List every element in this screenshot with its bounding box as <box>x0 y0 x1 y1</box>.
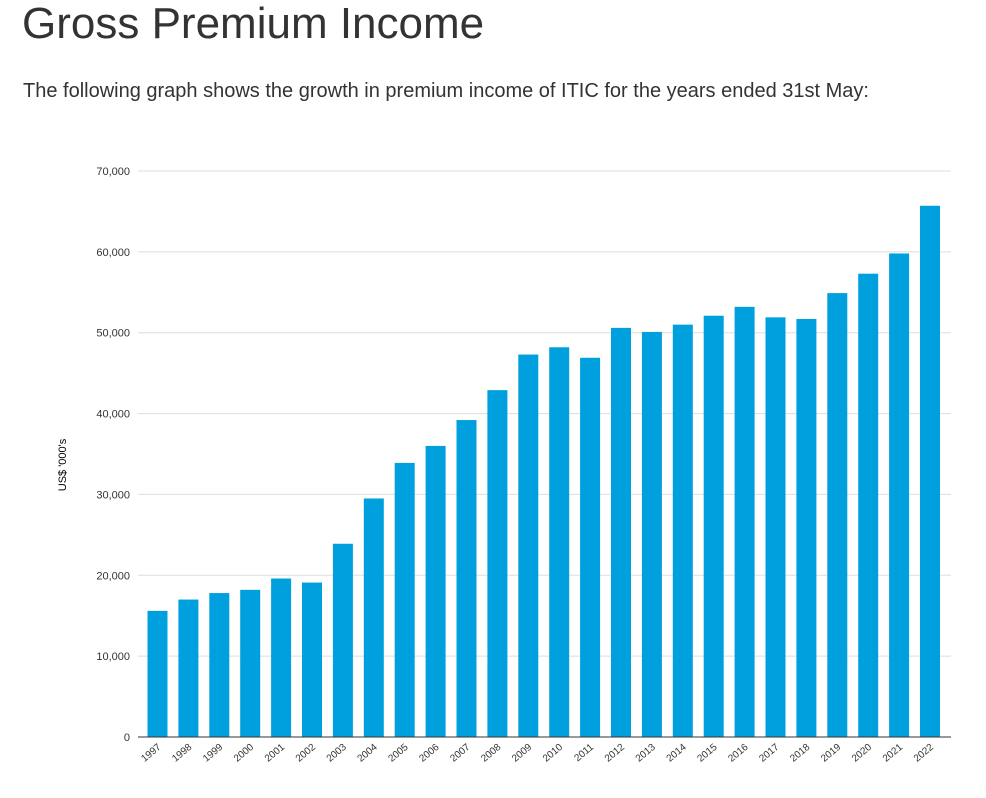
y-tick-label: 10,000 <box>96 651 130 663</box>
x-tick-label: 2001 <box>263 742 287 765</box>
x-tick-label: 2005 <box>387 742 411 765</box>
x-tick-label: 2007 <box>448 742 472 765</box>
y-tick-label: 50,000 <box>96 328 130 340</box>
bar-2022 <box>920 205 940 738</box>
y-axis-tick-labels: 0 10,000 20,000 30,000 40,000 50,000 60,000 70,… <box>96 166 130 744</box>
bar-2012 <box>611 327 631 737</box>
bar-2017 <box>765 317 786 737</box>
bar-2016 <box>734 306 755 737</box>
x-tick-label: 2010 <box>541 742 565 765</box>
y-tick-label: 30,000 <box>96 489 130 501</box>
x-tick-label: 2011 <box>572 742 596 765</box>
bar-2015 <box>703 315 724 737</box>
x-tick-label: 2012 <box>603 742 627 765</box>
bar-2002 <box>302 582 322 737</box>
x-tick-label: 2008 <box>479 742 503 765</box>
bar-2001 <box>271 578 292 737</box>
x-tick-label: 2013 <box>634 742 658 765</box>
bar-2021 <box>889 253 910 737</box>
bar-2004 <box>363 498 384 737</box>
bar-2000 <box>240 589 261 737</box>
x-tick-label: 2009 <box>510 742 534 765</box>
x-tick-label: 2021 <box>881 742 905 765</box>
x-tick-label: 1998 <box>170 742 194 765</box>
y-tick-label: 20,000 <box>96 570 130 582</box>
x-tick-label: 2006 <box>417 742 441 765</box>
bar-2019 <box>827 293 848 737</box>
x-tick-label: 2015 <box>696 742 720 765</box>
bar-2013 <box>641 331 662 737</box>
x-tick-label: 2018 <box>788 742 812 765</box>
page-title: Gross Premium Income <box>22 0 485 48</box>
x-axis-tick-labels: 1997 1998 1999 2000 2001 2002 2003 2004 2005 2006… <box>139 742 936 765</box>
x-tick-label: 2003 <box>325 742 349 765</box>
intro-text: The following graph shows the growth in … <box>23 80 869 102</box>
x-tick-label: 1999 <box>201 742 225 765</box>
bar-2011 <box>580 357 601 737</box>
x-tick-label: 2020 <box>850 742 874 765</box>
y-axis-title: US$ '000's <box>57 438 69 491</box>
x-tick-label: 1997 <box>139 742 163 765</box>
bar-1997 <box>147 610 168 737</box>
bar-2005 <box>394 462 415 737</box>
bar-2020 <box>858 273 879 737</box>
y-tick-label: 0 <box>124 732 130 744</box>
x-tick-label: 2004 <box>356 742 380 765</box>
bar-2009 <box>518 354 539 737</box>
bar-2007 <box>456 420 477 737</box>
bar-2008 <box>487 390 508 737</box>
x-tick-label: 2022 <box>912 742 936 765</box>
bar-2010 <box>549 347 570 737</box>
bar-2018 <box>796 318 817 737</box>
y-tick-label: 70,000 <box>96 166 130 178</box>
bars <box>147 205 940 738</box>
x-tick-label: 2019 <box>819 742 843 765</box>
bar-2003 <box>332 543 353 737</box>
bar-2014 <box>672 324 693 737</box>
x-tick-label: 2016 <box>726 742 750 765</box>
y-tick-label: 40,000 <box>96 409 130 421</box>
bar-2006 <box>425 445 446 737</box>
y-tick-label: 60,000 <box>96 247 130 259</box>
x-tick-label: 2000 <box>232 742 256 765</box>
bar-1999 <box>209 593 230 737</box>
bar-1998 <box>178 599 199 737</box>
x-tick-label: 2002 <box>294 742 318 765</box>
x-tick-label: 2017 <box>757 742 781 765</box>
x-tick-label: 2014 <box>665 742 689 765</box>
